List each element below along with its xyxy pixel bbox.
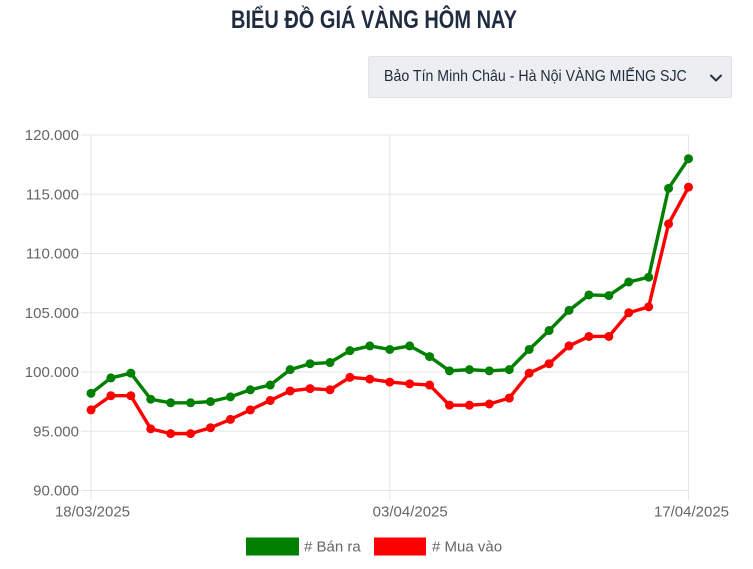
svg-text:# Mua vào: # Mua vào (432, 539, 502, 556)
svg-text:95.000: 95.000 (33, 423, 79, 440)
svg-text:03/04/2025: 03/04/2025 (373, 504, 448, 521)
svg-text:105.000: 105.000 (25, 305, 79, 322)
svg-text:# Bán ra: # Bán ra (304, 539, 361, 556)
svg-text:115.000: 115.000 (26, 186, 79, 203)
svg-text:110.000: 110.000 (26, 246, 79, 263)
svg-text:18/03/2025: 18/03/2025 (55, 504, 130, 521)
svg-text:120.000: 120.000 (25, 127, 79, 144)
svg-text:90.000: 90.000 (33, 483, 79, 500)
svg-text:100.000: 100.000 (25, 364, 79, 381)
svg-text:17/04/2025: 17/04/2025 (654, 504, 729, 521)
